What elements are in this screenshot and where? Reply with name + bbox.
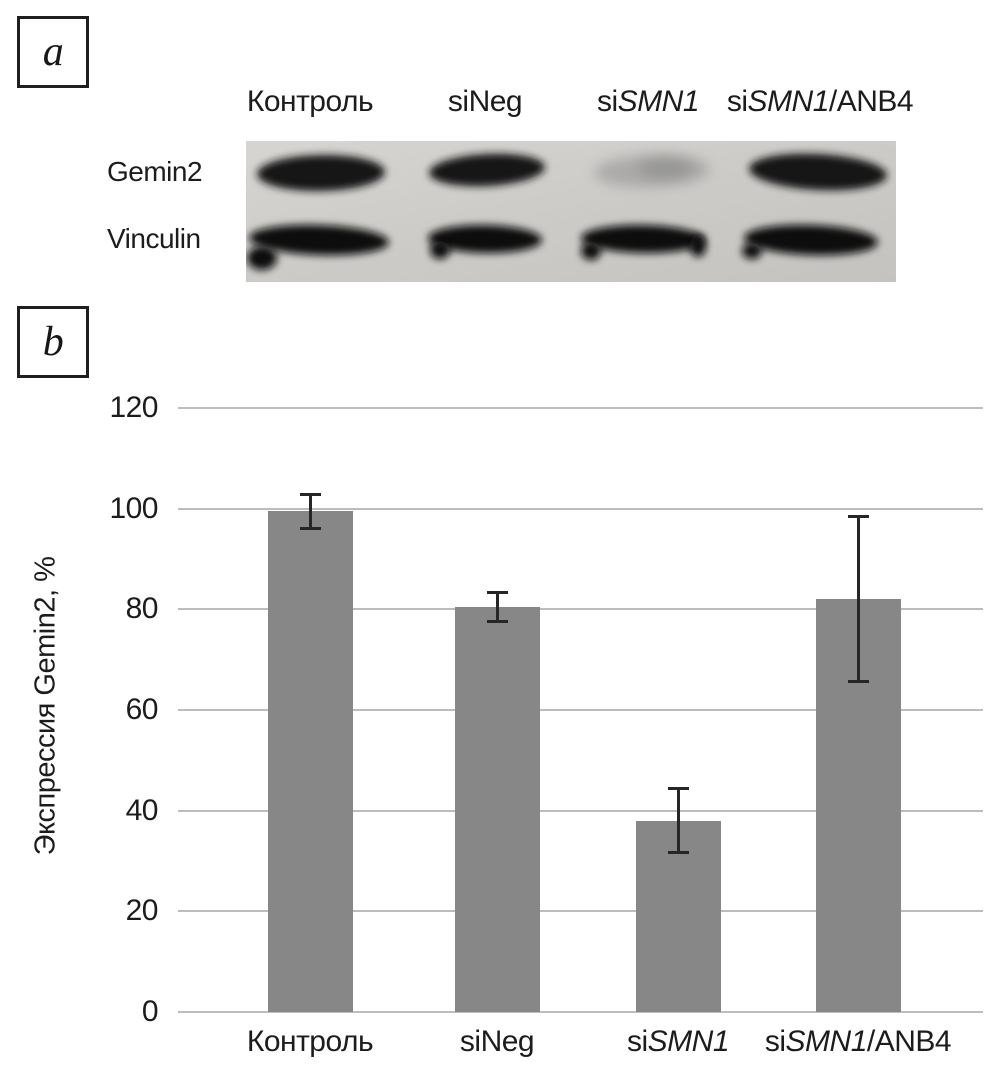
y-tick-label-100: 100 [109, 491, 158, 525]
y-tick-label-0: 0 [141, 995, 159, 1028]
panel-a-tag-box: a [17, 16, 89, 88]
panel-b-tag-box: b [17, 306, 89, 378]
gridline-100 [178, 507, 983, 510]
error-bar-cap-top-siSMN1 [667, 787, 689, 791]
blot-band-gemin2-lane-4 [749, 153, 887, 191]
blot-row-label-gemin2: Gemin2 [107, 156, 203, 187]
blot-lane-label-Контроль: Контроль [246, 85, 374, 118]
x-axis-label-siNeg: siNeg [459, 1025, 535, 1058]
blot-lane-label-text: si [726, 85, 748, 118]
blot-lane-label-text: si [596, 85, 618, 118]
y-tick-label-80: 80 [125, 592, 159, 626]
error-bar-cap-bottom-siNeg [486, 619, 508, 623]
error-bar-cap-bottom-Контроль [299, 526, 321, 530]
y-tick-label-60: 60 [125, 693, 159, 726]
gridline-20 [178, 910, 983, 913]
panel-a-tag-letter: a [42, 29, 64, 75]
blot-lane-label-gene-italic: SMN1 [617, 85, 700, 118]
x-axis-label-text: si [626, 1025, 648, 1058]
x-axis-label-siSMN1/ANB4: siSMN1/ANB4 [764, 1025, 952, 1058]
blot-band-gemin2-lane-2 [429, 153, 545, 187]
x-axis-label-text: si [764, 1025, 786, 1058]
blot-row-label-vinculin: Vinculin [107, 223, 201, 254]
error-bar-cap-top-siNeg [486, 590, 508, 594]
blot-band-gemin2-lane-1 [257, 154, 385, 192]
panel-b-tag-letter: b [42, 319, 64, 365]
blot-lane-label-text: Контроль [246, 85, 374, 118]
y-tick-label-40: 40 [125, 793, 159, 827]
blot-band-vinculin-lane-2 [428, 224, 542, 259]
error-bar-siNeg [495, 591, 499, 622]
y-axis-title: Экспрессия Gemin2, % [29, 556, 62, 856]
x-axis-label-text: Контроль [246, 1025, 374, 1058]
error-bar-cap-top-siSMN1/ANB4 [847, 515, 869, 519]
gridline-80 [178, 608, 983, 611]
blot-lane-label-text: /ANB4 [828, 85, 914, 118]
error-bar-siSMN1 [676, 788, 680, 854]
blot-lane-label-siSMN1: siSMN1 [596, 85, 700, 118]
blot-band-vinculin-lane-1 [247, 224, 389, 270]
gridline-120 [178, 407, 983, 409]
gridline-40 [178, 809, 983, 812]
error-bar-siSMN1/ANB4 [856, 516, 860, 683]
gridline-0 [178, 1011, 983, 1013]
error-bar-cap-top-Контроль [299, 492, 321, 496]
blot-band-gemin2-lane-3 [594, 154, 710, 188]
bar-siNeg [454, 606, 540, 1012]
error-bar-cap-bottom-siSMN1/ANB4 [847, 680, 869, 684]
error-bar-Контроль [308, 493, 312, 529]
error-bar-cap-bottom-siSMN1 [667, 851, 689, 855]
x-axis-label-gene-italic: SMN1 [785, 1025, 868, 1058]
x-axis-label-Контроль: Контроль [246, 1025, 374, 1058]
x-axis-label-gene-italic: SMN1 [647, 1025, 730, 1058]
blot-band-vinculin-lane-3 [581, 224, 706, 260]
blot-lane-label-siNeg: siNeg [447, 85, 523, 118]
gridline-60 [178, 709, 983, 711]
x-axis-label-text: /ANB4 [866, 1025, 952, 1058]
western-blot-image [246, 141, 896, 282]
blot-lane-label-siSMN1/ANB4: siSMN1/ANB4 [726, 85, 914, 118]
bar-Контроль [267, 511, 353, 1012]
x-axis-label-text: siNeg [459, 1025, 535, 1058]
y-tick-label-20: 20 [125, 894, 159, 928]
blot-lane-label-gene-italic: SMN1 [747, 85, 830, 118]
blot-band-vinculin-lane-4 [742, 224, 878, 259]
x-axis-label-siSMN1: siSMN1 [626, 1025, 730, 1058]
y-tick-label-120: 120 [109, 391, 158, 424]
blot-lane-label-text: siNeg [447, 85, 523, 118]
